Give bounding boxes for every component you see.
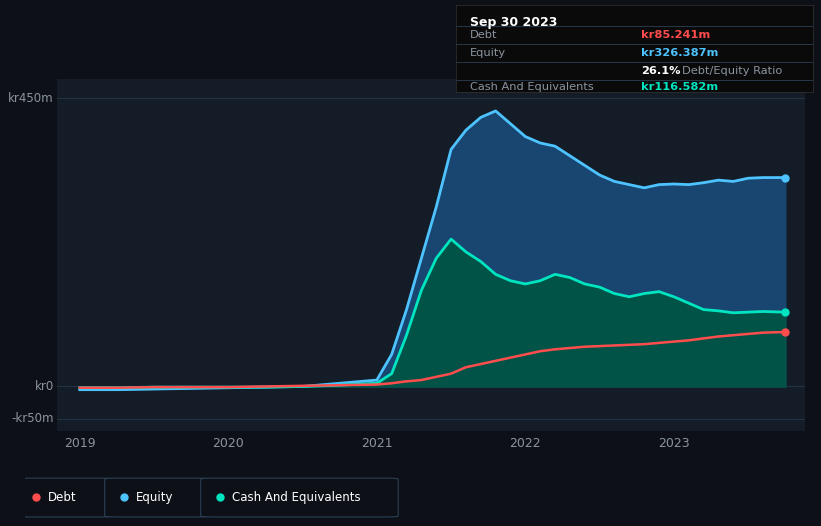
Text: Debt: Debt (470, 30, 498, 40)
FancyBboxPatch shape (105, 478, 209, 517)
Text: kr85.241m: kr85.241m (641, 30, 711, 40)
FancyBboxPatch shape (16, 478, 112, 517)
Text: Equity: Equity (470, 48, 506, 58)
Text: Cash And Equivalents: Cash And Equivalents (470, 82, 594, 92)
Text: Sep 30 2023: Sep 30 2023 (470, 16, 557, 29)
Text: kr450m: kr450m (8, 92, 53, 105)
Text: 26.1%: 26.1% (641, 66, 681, 76)
Text: -kr50m: -kr50m (11, 412, 53, 425)
Text: kr0: kr0 (34, 380, 53, 393)
Text: Cash And Equivalents: Cash And Equivalents (232, 491, 360, 503)
Text: Debt/Equity Ratio: Debt/Equity Ratio (682, 66, 782, 76)
Text: kr116.582m: kr116.582m (641, 82, 718, 92)
FancyBboxPatch shape (200, 478, 398, 517)
Text: Equity: Equity (135, 491, 173, 503)
Text: kr326.387m: kr326.387m (641, 48, 718, 58)
Text: Debt: Debt (48, 491, 76, 503)
